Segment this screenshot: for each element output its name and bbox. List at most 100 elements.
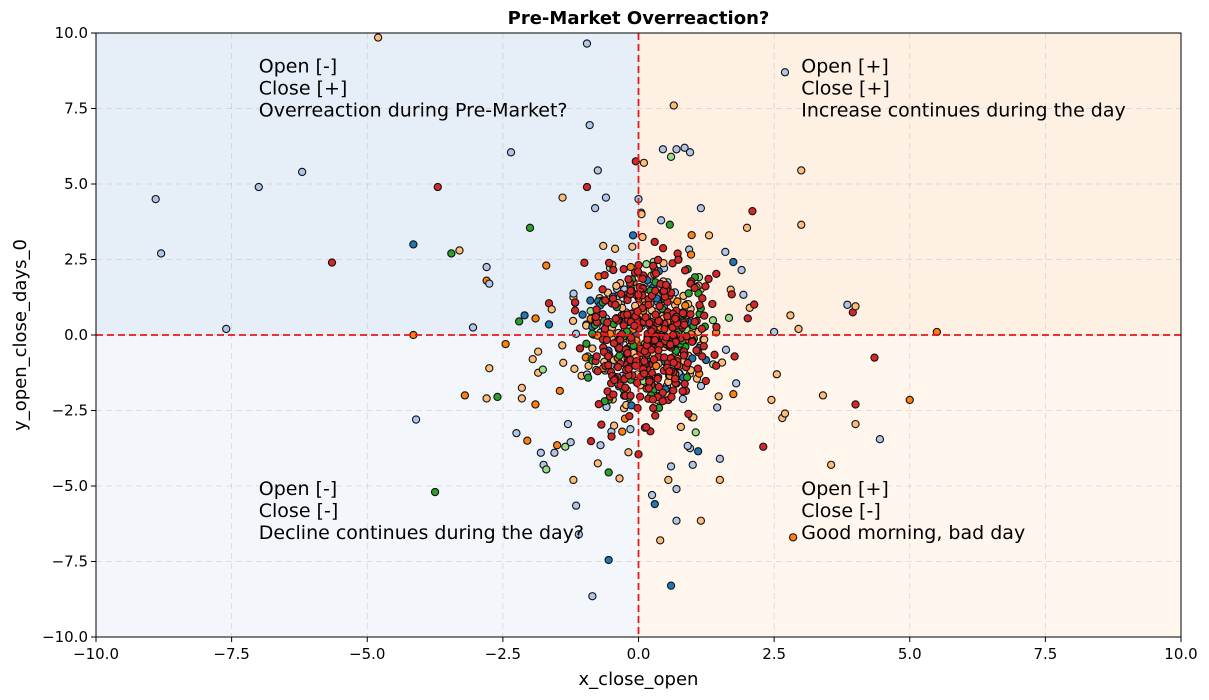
data-point: [699, 342, 708, 351]
data-point: [598, 310, 607, 319]
data-point: [669, 358, 678, 367]
data-point: [584, 373, 593, 382]
data-point: [623, 310, 632, 319]
data-point: [544, 320, 554, 329]
data-point: [678, 387, 687, 396]
y-tick-label: 2.5: [64, 251, 88, 269]
data-point: [596, 441, 605, 450]
data-point: [786, 311, 795, 320]
annotation-bottom-left: Open [-]: [259, 478, 337, 500]
data-point: [598, 285, 607, 294]
data-point: [612, 281, 621, 291]
data-point: [566, 438, 575, 447]
data-point: [694, 447, 703, 456]
data-point: [571, 329, 581, 338]
data-point: [411, 415, 421, 424]
data-point: [559, 358, 568, 367]
data-point: [609, 390, 618, 399]
data-point: [671, 314, 680, 323]
data-point: [638, 232, 647, 242]
data-point: [759, 442, 768, 451]
data-point: [686, 310, 695, 319]
data-point: [659, 353, 669, 362]
data-point: [555, 386, 564, 396]
data-point: [681, 301, 690, 310]
data-point: [601, 296, 610, 305]
data-point: [680, 379, 689, 389]
data-point: [721, 345, 731, 354]
data-point: [610, 375, 619, 385]
data-point: [623, 349, 632, 358]
data-point: [584, 280, 593, 290]
data-point: [512, 428, 521, 438]
data-point: [585, 120, 594, 130]
data-point: [523, 436, 532, 445]
data-point: [645, 377, 654, 386]
data-point: [650, 499, 659, 509]
data-point: [661, 280, 671, 290]
data-point: [604, 258, 614, 268]
annotation-top-right: Open [+]: [801, 55, 889, 77]
data-point: [678, 394, 688, 404]
y-tick-label: 0.0: [64, 326, 88, 344]
data-point: [571, 501, 581, 510]
data-point: [654, 382, 664, 392]
data-point: [639, 158, 649, 168]
data-point: [724, 313, 734, 323]
data-point: [644, 384, 654, 393]
data-point: [843, 300, 852, 309]
x-tick-label: 10.0: [1164, 645, 1197, 663]
data-point: [691, 428, 700, 437]
y-tick-label: 5.0: [64, 175, 88, 193]
data-point: [669, 101, 678, 110]
data-point: [533, 347, 543, 356]
x-axis-ticks: −10.0 −7.5 −5.0 −2.5 0.0 2.5 5.0 7.5 10.0: [73, 637, 1198, 663]
data-point: [750, 300, 759, 309]
data-point: [558, 193, 567, 202]
y-tick-label: −10.0: [42, 628, 88, 646]
data-point: [695, 300, 704, 310]
data-point: [697, 324, 707, 333]
data-point: [704, 231, 714, 240]
data-point: [767, 395, 776, 405]
y-tick-label: −2.5: [52, 402, 88, 420]
quadrant-annotations: Open [-]Close [+]Overreaction during Pre…: [259, 55, 1126, 544]
data-point: [905, 395, 914, 405]
data-point: [538, 365, 548, 374]
data-point: [633, 307, 642, 316]
data-point: [626, 425, 635, 434]
x-tick-label: 5.0: [898, 645, 922, 663]
data-point: [696, 516, 706, 525]
data-point: [788, 533, 798, 542]
data-point: [851, 400, 860, 409]
data-point: [582, 182, 592, 192]
data-point: [616, 289, 626, 299]
data-point: [648, 261, 658, 271]
data-point: [582, 39, 592, 48]
data-point: [875, 435, 885, 444]
data-point: [561, 442, 570, 451]
data-point: [682, 332, 691, 341]
quadrant-backgrounds: [96, 33, 1181, 637]
data-point: [547, 305, 556, 314]
y-axis-ticks: −10.0 −7.5 −5.0 −2.5 0.0 2.5 5.0 7.5 10.0: [42, 24, 96, 646]
data-point: [574, 530, 583, 539]
y-tick-label: 10.0: [55, 24, 88, 42]
data-point: [727, 290, 736, 299]
data-point: [732, 379, 741, 388]
data-point: [651, 411, 660, 420]
data-point: [665, 367, 674, 376]
data-point: [618, 427, 627, 436]
data-point: [550, 448, 559, 457]
data-point: [701, 282, 710, 291]
data-point: [409, 240, 418, 249]
x-axis-label: x_close_open: [579, 669, 699, 690]
data-point: [700, 311, 709, 320]
data-point: [610, 244, 620, 253]
y-tick-label: 7.5: [64, 100, 88, 118]
data-point: [482, 262, 491, 272]
annotation-bottom-right: Open [+]: [801, 478, 889, 500]
data-point: [701, 376, 710, 386]
data-point: [433, 182, 442, 192]
